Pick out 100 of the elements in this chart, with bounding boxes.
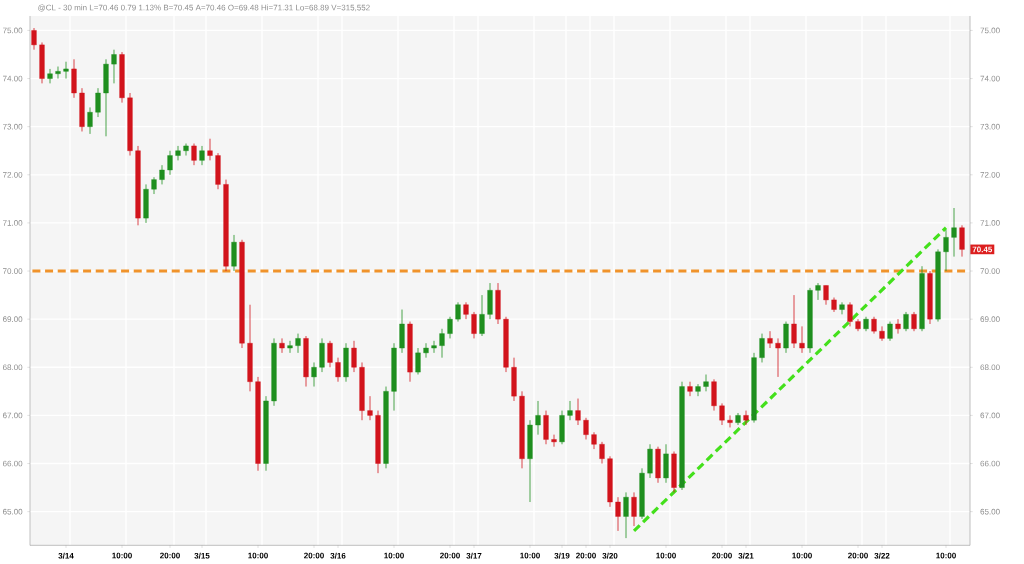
y2-tick-label: 65.00 [3,508,23,515]
y2-tick-label: 70.00 [3,268,23,274]
candlestick [191,143,197,166]
candlestick [631,492,637,527]
candlestick [199,145,205,166]
candlestick [159,164,165,185]
x-tick-label: 3/14 [58,552,74,559]
x-tick-label: 10:00 [520,552,540,559]
y-tick-label: 65.00 [980,508,1000,515]
candlestick [847,301,853,327]
candlestick [447,316,453,339]
candlestick [703,374,709,392]
y2-tick-label: 68.00 [3,364,23,371]
candlestick [887,321,893,342]
candlestick [351,340,357,373]
candlestick [823,285,829,306]
x-tick-label: 20:00 [576,552,596,559]
x-tick-label: 3/15 [194,552,210,559]
x-tick-label: 10:00 [112,552,132,559]
candlestick [423,342,429,359]
x-tick-label: 3/17 [466,552,482,559]
x-tick-label: 10:00 [936,552,956,559]
y2-tick-label: 69.00 [3,316,23,322]
y2-tick-label: 75.00 [3,27,23,34]
y-tick-label: 70.00 [980,268,1000,274]
candlestick [567,400,573,421]
y2-tick-label: 71.00 [3,220,23,226]
x-tick-label: 20:00 [848,552,868,559]
candlestick [759,333,765,363]
candlestick [63,61,69,79]
candlestick [943,229,949,272]
candlestick [335,357,341,383]
candlestick [279,338,285,354]
candlestick [719,402,725,426]
candlestick [175,145,181,161]
y2-tick-label: 67.00 [3,412,23,419]
x-tick-label: 20:00 [160,552,180,559]
candlestick [583,417,589,440]
candlestick [695,383,701,397]
y2-tick-label: 74.00 [3,75,23,82]
candlestick [815,282,821,301]
candlestick [183,143,189,156]
candlestick [87,107,93,135]
x-tick-label: 10:00 [384,552,404,559]
candlestick [575,398,581,426]
candlestick [615,496,621,532]
candlestick [95,87,101,118]
candlestick [775,338,781,378]
candlestick [439,328,445,359]
candlestick [879,325,885,342]
candlestick [791,294,797,349]
x-tick-label: 3/20 [602,552,618,559]
candlestick [47,68,53,84]
candlestick [727,415,733,428]
x-tick-label: 10:00 [248,552,268,559]
candlestick [455,301,461,322]
candlestick [743,410,749,426]
candlestick [431,340,437,354]
candlestick [367,395,373,421]
x-tick-label: 20:00 [440,552,460,559]
candlestick [551,434,557,448]
candlestick [799,325,805,354]
y2-tick-label: 72.00 [3,171,23,178]
x-tick-label: 20:00 [712,552,732,559]
candlestick [287,340,293,354]
x-tick-label: 3/16 [330,552,346,559]
x-tick-label: 3/21 [738,552,754,559]
y-tick-label: 74.00 [980,75,1000,82]
annotation: 70.45 [972,246,993,253]
candlestick [31,27,37,51]
x-tick-label: 3/22 [874,552,890,559]
x-tick-label: 3/19 [554,552,570,559]
x-tick-label: 20:00 [304,552,324,559]
candlestick [599,441,605,464]
y2-tick-label: 66.00 [3,460,23,467]
candlestick [479,294,485,337]
candlestick [55,66,61,79]
y-tick-label: 72.00 [980,171,1000,178]
y-tick-label: 69.00 [980,316,1000,322]
candlestick [911,311,917,332]
candlestick [687,381,693,397]
y-tick-label: 66.00 [980,460,1000,467]
y-tick-label: 71.00 [980,220,1000,226]
candlestick [839,301,845,315]
candlestick [623,492,629,539]
candlestick [535,400,541,436]
candlestick [167,150,173,176]
candlestick [415,347,421,375]
candlestick [111,49,117,84]
candlestick [895,318,901,334]
candlestick [903,311,909,332]
chart-subtitle: @CL - 30 min L=70.46 0.79 1.13% B=70.45 A=70.46 O=69.48 Hi=71.31 Lo=68.89 V=315,552 [38,4,370,12]
candlestick [951,207,957,257]
x-tick-label: 10:00 [792,552,812,559]
candlestick [767,330,773,349]
candlestick [591,431,597,450]
candlestick [295,333,301,354]
y-tick-label: 73.00 [980,123,1000,130]
candlestick [207,138,213,161]
candlestick [471,311,477,339]
